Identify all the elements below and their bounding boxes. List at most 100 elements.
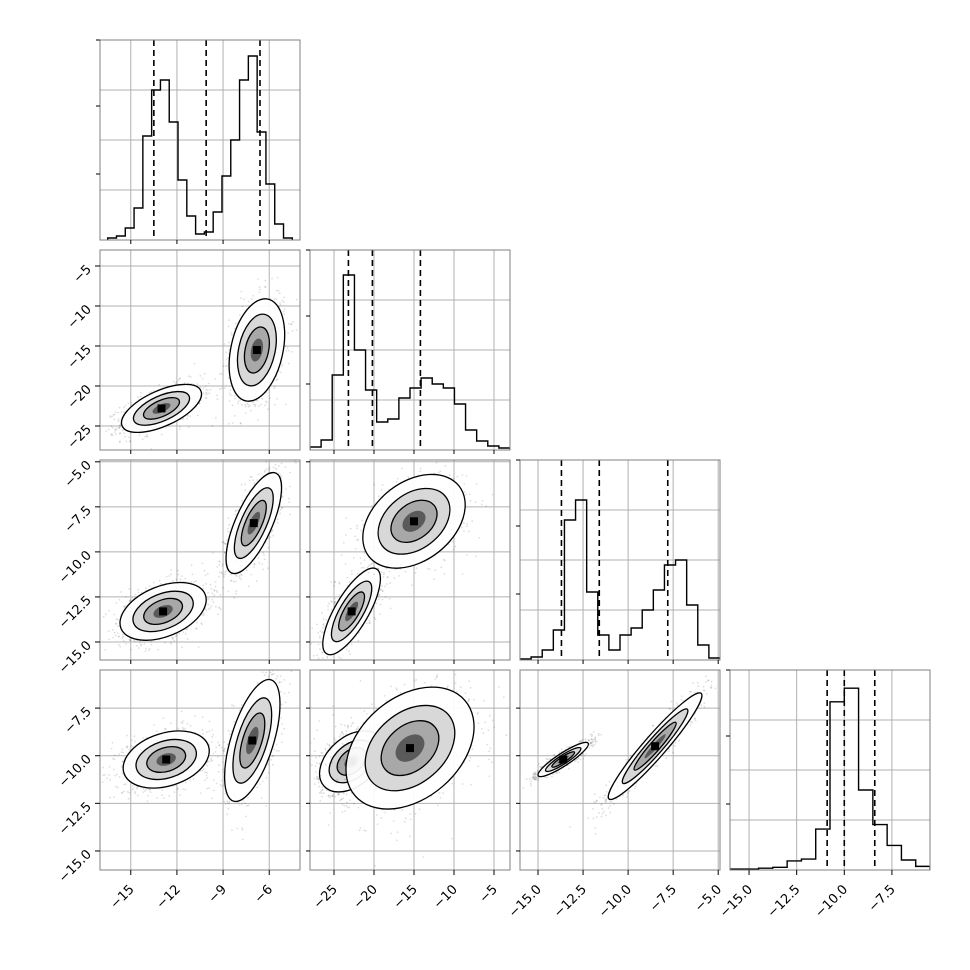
- scatter-point: [115, 623, 117, 625]
- scatter-point: [233, 415, 236, 417]
- scatter-point: [158, 579, 161, 582]
- scatter-point: [231, 404, 234, 407]
- scatter-point: [207, 603, 210, 606]
- scatter-point: [179, 578, 182, 581]
- scatter-point: [244, 483, 247, 486]
- scatter-point: [221, 541, 224, 544]
- scatter-point: [233, 596, 236, 599]
- scatter-point: [219, 560, 222, 563]
- scatter-point: [102, 615, 105, 618]
- scatter-point: [228, 341, 230, 344]
- scatter-point: [202, 387, 205, 390]
- scatter-point: [115, 427, 118, 430]
- scatter-point: [227, 325, 230, 328]
- scatter-point: [179, 794, 181, 796]
- scatter-point: [234, 509, 237, 512]
- scatter-point: [130, 648, 132, 651]
- scatter-point: [111, 426, 114, 429]
- scatter-point: [205, 774, 208, 777]
- scatter-point: [269, 457, 271, 459]
- scatter-point: [236, 402, 239, 405]
- scatter-point: [184, 788, 187, 791]
- scatter-point: [218, 571, 221, 573]
- scatter-point: [202, 732, 205, 735]
- scatter-point: [110, 433, 113, 436]
- scatter-point: [115, 429, 118, 431]
- scatter-point: [184, 577, 187, 580]
- panel-content: [100, 250, 300, 450]
- scatter-point: [136, 644, 138, 647]
- scatter-point: [216, 613, 219, 616]
- histogram-step-0: [106, 55, 294, 240]
- scatter-point: [194, 580, 197, 582]
- density-peak: [252, 346, 261, 354]
- scatter-point: [127, 402, 130, 405]
- scatter-point: [193, 581, 196, 583]
- scatter-point: [208, 730, 211, 733]
- scatter-point: [111, 433, 113, 436]
- scatter-point: [280, 462, 283, 465]
- scatter-point: [124, 783, 127, 786]
- scatter-point: [221, 563, 224, 566]
- scatter-point: [148, 788, 151, 791]
- scatter-point: [126, 746, 129, 749]
- scatter-point: [295, 329, 298, 331]
- scatter-point: [253, 563, 256, 565]
- scatter-point: [205, 583, 208, 585]
- scatter-point: [257, 556, 260, 559]
- scatter-point: [129, 600, 131, 603]
- scatter-point: [199, 770, 202, 772]
- scatter-point: [295, 461, 297, 464]
- scatter-point: [144, 650, 147, 653]
- scatter-point: [141, 438, 144, 441]
- scatter-point: [218, 575, 220, 578]
- scatter-point: [219, 372, 221, 375]
- scatter-point: [161, 794, 163, 797]
- scatter-point: [283, 313, 286, 316]
- scatter-point: [183, 382, 186, 384]
- scatter-point: [163, 642, 166, 644]
- scatter-point: [238, 576, 241, 579]
- scatter-point: [118, 427, 121, 429]
- scatter-point: [123, 406, 125, 409]
- scatter-point: [237, 400, 240, 403]
- histogram-step-3: [730, 687, 930, 870]
- scatter-point: [117, 625, 119, 628]
- scatter-point: [287, 362, 290, 365]
- scatter-point: [114, 428, 116, 431]
- scatter-point: [133, 735, 136, 738]
- scatter-point: [218, 607, 221, 610]
- scatter-point: [255, 580, 258, 583]
- scatter-point: [172, 638, 174, 640]
- scatter-point: [211, 552, 214, 554]
- scatter-point: [268, 466, 271, 469]
- scatter-point: [252, 295, 255, 297]
- scatter-point: [239, 422, 242, 424]
- scatter-point: [186, 722, 189, 725]
- scatter-point: [283, 308, 286, 311]
- scatter-point: [184, 781, 187, 784]
- scatter-point: [227, 377, 230, 379]
- scatter-point: [244, 404, 247, 406]
- scatter-point: [204, 385, 207, 388]
- scatter-point: [270, 531, 272, 534]
- scatter-point: [180, 710, 183, 713]
- scatter-point: [206, 765, 209, 767]
- scatter-point: [138, 641, 141, 644]
- scatter-point: [250, 476, 253, 478]
- scatter-point: [189, 779, 192, 782]
- scatter-point: [150, 644, 153, 646]
- scatter-point: [112, 629, 114, 631]
- scatter-point: [208, 392, 211, 394]
- scatter-point: [248, 479, 251, 482]
- scatter-point: [279, 474, 282, 477]
- scatter-point: [120, 791, 123, 794]
- scatter-point: [214, 585, 217, 588]
- scatter-point: [203, 768, 205, 770]
- scatter-point: [115, 622, 117, 625]
- scatter-point: [227, 530, 229, 533]
- scatter-point: [131, 597, 134, 600]
- scatter-point: [132, 787, 135, 790]
- scatter-point: [235, 509, 237, 512]
- histogram-panel-0: [96, 39, 301, 241]
